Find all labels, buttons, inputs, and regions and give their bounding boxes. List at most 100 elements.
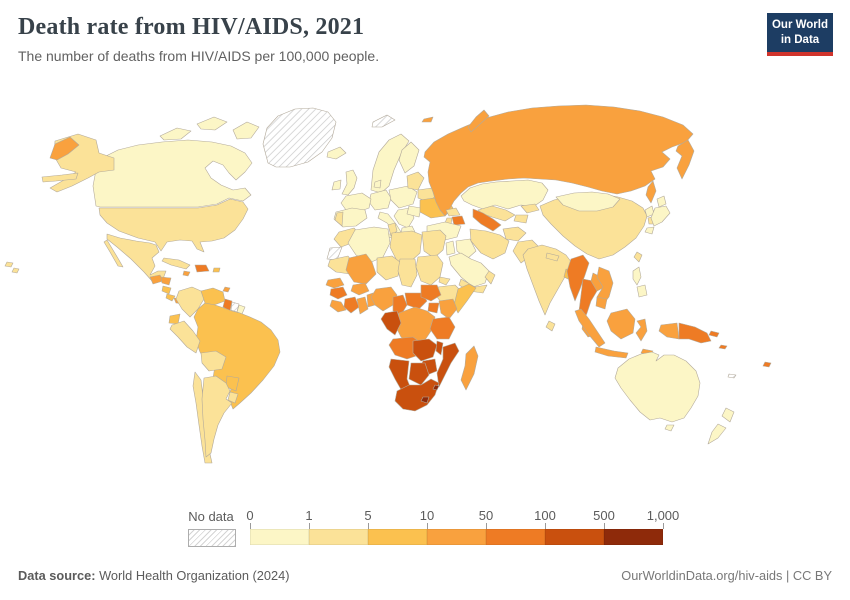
map-region-new-britain[interactable] [708, 330, 720, 338]
map-region-sakhalin[interactable] [645, 180, 657, 204]
map-region-guinea[interactable] [329, 286, 348, 300]
map-region-cambodia[interactable] [595, 296, 608, 310]
map-region-arctic-islands-1[interactable] [159, 127, 192, 141]
map-region-oman[interactable] [484, 270, 496, 285]
map-region-russia[interactable] [423, 104, 694, 217]
map-region-solomon-islands[interactable] [718, 344, 728, 350]
map-region-peru[interactable] [169, 320, 201, 354]
map-region-taiwan[interactable] [633, 251, 643, 263]
map-region-burkina-faso[interactable] [350, 282, 370, 296]
map-region-chukotka[interactable] [49, 136, 80, 161]
map-region-botswana[interactable] [408, 362, 430, 386]
map-region-arctic-islands-2[interactable] [196, 116, 228, 131]
map-region-ivory-coast[interactable] [343, 296, 360, 314]
map-region-new-zealand-south[interactable] [707, 423, 727, 445]
legend-no-data-swatch[interactable] [188, 529, 236, 547]
map-region-philippines-south[interactable] [636, 284, 648, 298]
map-region-borneo[interactable] [606, 308, 636, 340]
map-region-sudan[interactable] [415, 254, 444, 286]
map-region-jamaica[interactable] [182, 270, 191, 277]
map-region-kazakhstan[interactable] [460, 179, 549, 210]
map-region-levant[interactable] [445, 240, 456, 256]
map-region-west-papua[interactable] [658, 322, 680, 340]
map-region-chad[interactable] [397, 258, 418, 288]
map-region-mexico[interactable] [106, 233, 167, 282]
owid-logo[interactable]: Our World in Data [767, 13, 833, 56]
map-region-honduras[interactable] [160, 276, 172, 286]
map-region-ghana[interactable] [356, 296, 369, 315]
map-region-franz-josef-land[interactable] [421, 116, 434, 123]
map-region-norway-sweden[interactable] [370, 133, 410, 194]
map-region-germany[interactable] [368, 189, 392, 211]
map-region-australia[interactable] [614, 351, 701, 423]
map-region-puerto-rico[interactable] [212, 267, 221, 273]
map-region-costa-rica[interactable] [165, 293, 176, 302]
map-region-zambia[interactable] [412, 338, 438, 362]
map-region-south-sudan[interactable] [420, 284, 442, 302]
map-region-papua-new-guinea[interactable] [678, 322, 712, 344]
legend-band-5-10[interactable] [368, 529, 427, 545]
legend-band-500-1000[interactable] [604, 529, 663, 545]
map-region-fiji[interactable] [762, 361, 772, 368]
map-region-greenland[interactable] [262, 107, 337, 168]
map-region-azerbaijan[interactable] [451, 215, 466, 226]
map-region-south-africa[interactable] [394, 378, 440, 412]
map-region-cameroon[interactable] [392, 294, 408, 316]
map-region-sulawesi[interactable] [635, 318, 648, 342]
map-region-trinidad[interactable] [222, 286, 231, 293]
map-region-aleutians[interactable] [41, 172, 79, 183]
map-region-new-zealand-north[interactable] [721, 407, 735, 423]
map-region-svalbard[interactable] [371, 114, 396, 128]
map-region-cuba[interactable] [161, 257, 191, 270]
legend-band-1-5[interactable] [309, 529, 368, 545]
map-region-nepal[interactable] [545, 252, 560, 262]
map-region-kyrgyzstan[interactable] [520, 203, 540, 214]
map-region-myanmar[interactable] [566, 254, 590, 302]
map-region-novaya-zemlya[interactable] [467, 109, 490, 133]
map-region-nicaragua[interactable] [161, 285, 172, 295]
map-region-uruguay[interactable] [227, 391, 239, 404]
map-region-philippines-north[interactable] [632, 266, 642, 286]
map-region-india[interactable] [522, 244, 573, 316]
map-region-venezuela[interactable] [200, 287, 226, 306]
map-region-java[interactable] [594, 346, 629, 359]
map-region-malawi[interactable] [435, 340, 444, 356]
map-region-central-europe[interactable] [388, 185, 418, 209]
map-region-kenya[interactable] [438, 298, 458, 320]
map-region-baja-california[interactable] [103, 239, 124, 268]
credit-link[interactable]: OurWorldinData.org/hiv-aids | CC BY [621, 568, 832, 583]
map-region-turkmenistan[interactable] [472, 208, 502, 232]
map-region-canada[interactable] [92, 139, 253, 208]
map-region-uganda[interactable] [427, 302, 440, 314]
map-region-mali[interactable] [345, 253, 377, 285]
legend-band-0-1[interactable] [250, 529, 309, 545]
map-region-arctic-islands-3[interactable] [232, 121, 260, 140]
map-region-saudi-arabia[interactable] [448, 252, 490, 288]
map-region-niger[interactable] [376, 255, 401, 281]
map-region-drc[interactable] [394, 306, 436, 346]
map-region-hispaniola[interactable] [194, 264, 210, 273]
map-region-tajikistan[interactable] [513, 214, 529, 224]
map-region-ireland[interactable] [331, 179, 342, 191]
map-region-senegal[interactable] [325, 277, 345, 289]
map-region-mozambique[interactable] [436, 342, 460, 388]
legend-band-10-50[interactable] [427, 529, 486, 545]
map-region-bolivia[interactable] [200, 350, 227, 372]
map-region-mongolia[interactable] [555, 191, 621, 212]
map-region-gabon-congo[interactable] [380, 310, 402, 336]
map-region-portugal[interactable] [334, 211, 344, 227]
map-region-iceland[interactable] [326, 146, 347, 160]
map-region-japan-hokkaido[interactable] [656, 195, 667, 208]
map-region-denmark[interactable] [373, 179, 382, 189]
legend-band-100-500[interactable] [545, 529, 604, 545]
map-region-japan-honshu[interactable] [650, 205, 671, 227]
map-region-eritrea[interactable] [438, 276, 451, 286]
map-region-hawaii-1[interactable] [4, 261, 14, 268]
map-region-nigeria[interactable] [370, 286, 398, 312]
legend-band-50-100[interactable] [486, 529, 545, 545]
map-region-romania[interactable] [406, 205, 422, 218]
map-region-sumatra[interactable] [574, 308, 606, 348]
map-region-ecuador[interactable] [168, 313, 181, 325]
map-region-japan-kyushu[interactable] [644, 226, 655, 235]
map-region-georgia[interactable] [445, 207, 461, 217]
